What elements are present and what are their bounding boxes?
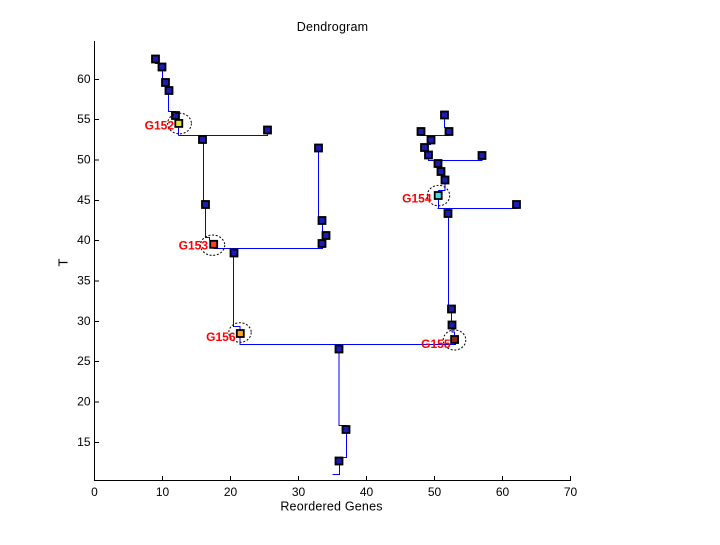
svg-text:60: 60 <box>496 485 510 499</box>
svg-text:T: T <box>56 258 71 266</box>
svg-text:20: 20 <box>224 485 238 499</box>
svg-text:40: 40 <box>360 485 374 499</box>
svg-text:Reordered Genes: Reordered Genes <box>280 500 382 514</box>
svg-text:60: 60 <box>77 72 91 86</box>
svg-text:50: 50 <box>77 153 91 167</box>
svg-text:40: 40 <box>77 233 91 247</box>
svg-text:0: 0 <box>91 485 98 499</box>
svg-text:50: 50 <box>428 485 442 499</box>
svg-text:10: 10 <box>156 485 170 499</box>
svg-text:55: 55 <box>77 112 91 126</box>
svg-text:35: 35 <box>77 274 91 288</box>
svg-text:45: 45 <box>77 193 91 207</box>
svg-text:G154: G154 <box>402 192 432 206</box>
svg-text:G153: G153 <box>179 239 209 253</box>
svg-text:Dendrogram: Dendrogram <box>297 20 368 34</box>
svg-text:30: 30 <box>292 485 306 499</box>
svg-text:25: 25 <box>77 354 91 368</box>
svg-text:30: 30 <box>77 314 91 328</box>
svg-text:G152: G152 <box>145 118 175 132</box>
svg-text:70: 70 <box>564 485 578 499</box>
svg-text:G155: G155 <box>421 337 451 351</box>
svg-text:15: 15 <box>77 435 91 449</box>
svg-text:G156: G156 <box>206 330 236 344</box>
svg-text:20: 20 <box>77 395 91 409</box>
